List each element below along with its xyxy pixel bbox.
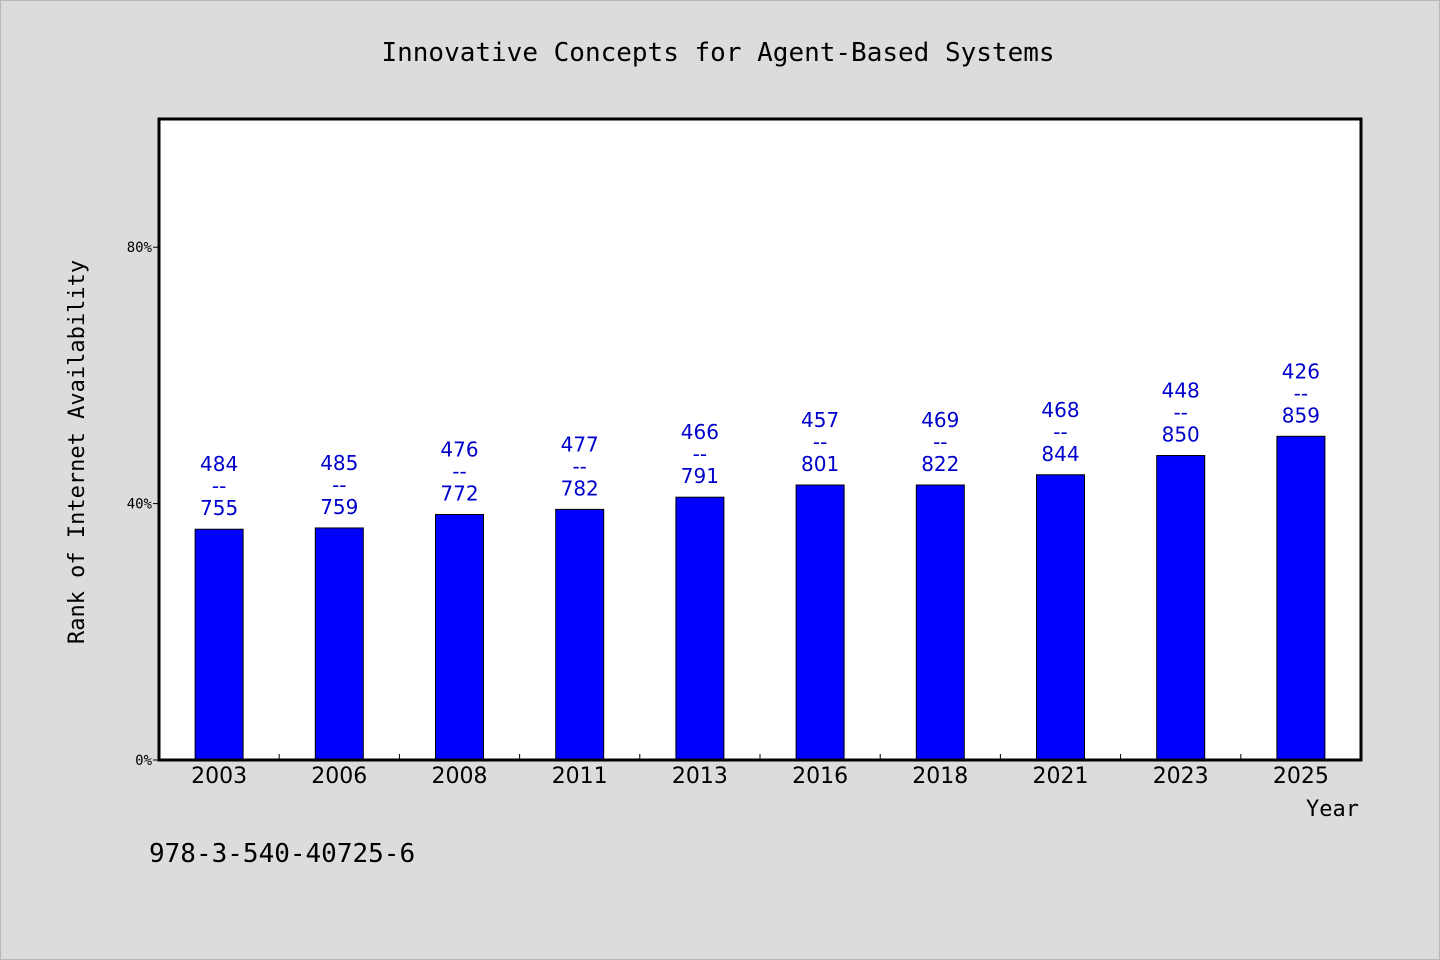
bars-layer	[194, 435, 1326, 761]
x-tick-label-2008: 2008	[432, 764, 488, 789]
isbn-text: 978-3-540-40725-6	[149, 839, 415, 869]
plot-border	[157, 117, 1363, 762]
data-label-2018: 469 --822	[921, 408, 959, 476]
chart-title: Innovative Concepts for Agent-Based Syst…	[381, 38, 1054, 68]
bar-2008	[435, 513, 484, 761]
data-label-2003: 484 --755	[200, 452, 238, 520]
bar-2013	[675, 496, 725, 761]
data-label-2008: 476 --772	[440, 437, 478, 505]
x-tick-label-2003: 2003	[191, 764, 247, 789]
x-tick-label-2018: 2018	[912, 764, 968, 789]
bar-2011	[555, 508, 605, 761]
bar-2018	[915, 484, 965, 761]
data-label-2011: 477 --782	[561, 432, 599, 500]
data-label-2013: 466 --791	[681, 420, 719, 488]
x-tick-label-2011: 2011	[552, 764, 608, 789]
bar-2006	[314, 527, 364, 761]
y-axis-label: Rank of Internet Availability	[65, 260, 90, 644]
bar-2016	[795, 484, 845, 761]
y-ticks-layer: 0% 40% 80%	[127, 240, 159, 769]
y-tick-label: 0%	[135, 753, 152, 769]
bar-2025	[1276, 435, 1326, 761]
bar-2003	[194, 528, 244, 761]
bar-2023	[1156, 455, 1206, 761]
x-tick-label-2016: 2016	[792, 764, 848, 789]
x-tick-label-2006: 2006	[311, 764, 367, 789]
x-axis-label: Year	[1306, 797, 1359, 822]
x-tick-label-2025: 2025	[1273, 764, 1329, 789]
y-tick-label: 80%	[127, 240, 153, 256]
data-label-2016: 457 --801	[801, 408, 839, 476]
data-label-2023: 448 --850	[1162, 379, 1200, 447]
data-label-2025: 426 --859	[1282, 359, 1320, 427]
x-tick-label-2013: 2013	[672, 764, 728, 789]
x-tick-label-2021: 2021	[1033, 764, 1089, 789]
x-ticks-layer: 2003 2006 2008 2011 2013 2016 2018 2021 2023 2025	[191, 754, 1329, 789]
x-tick-label-2023: 2023	[1153, 764, 1209, 789]
bar-2021	[1036, 474, 1085, 761]
data-labels-layer: 484 --755 485 --759 476 --772 477 --782 466 --791…	[200, 359, 1320, 520]
data-label-2021: 468 --844	[1041, 398, 1079, 466]
y-tick-label: 40%	[127, 497, 153, 513]
data-label-2006: 485 --759	[320, 451, 358, 519]
